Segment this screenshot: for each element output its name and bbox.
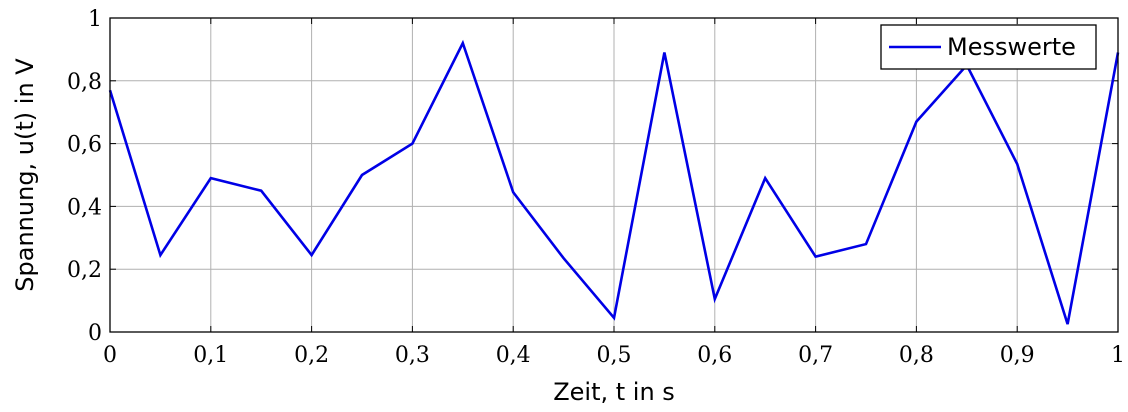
legend: Messwerte [880,24,1097,70]
y-tick-label: 0,6 [67,133,102,158]
x-tick-label: 0,4 [496,343,531,368]
series-line-messwerte [108,39,1120,325]
tick-labels: 0 0,1 0,2 0,3 0,4 0,5 0,6 0,7 0,8 0,9 1 0 0,2 0,4 0,6 0… [67,7,1125,368]
x-tick-label: 0,9 [1000,343,1035,368]
y-tick-label: 0 [88,321,102,346]
x-tick-label: 0,5 [597,343,632,368]
y-tick-label: 0,2 [67,258,102,283]
x-tick-label: 0,2 [294,343,329,368]
x-tick-label: 1 [1111,343,1125,368]
y-tick-label: 1 [88,7,102,32]
x-tick-label: 0,1 [193,343,228,368]
x-tick-label: 0,8 [899,343,934,368]
y-tick-label: 0,8 [67,70,102,95]
y-axis-label: Spannung, u(t) in V [11,58,39,292]
legend-entry-messwerte: Messwerte [947,33,1076,61]
x-axis-label: Zeit, t in s [553,378,675,406]
x-tick-label: 0,7 [798,343,833,368]
plot-frame [109,17,1119,333]
x-tick-label: 0,3 [395,343,430,368]
series-lines [108,39,1120,325]
x-tick-label: 0,6 [697,343,732,368]
y-tick-label: 0,4 [67,195,102,220]
x-tick-label: 0 [103,343,117,368]
